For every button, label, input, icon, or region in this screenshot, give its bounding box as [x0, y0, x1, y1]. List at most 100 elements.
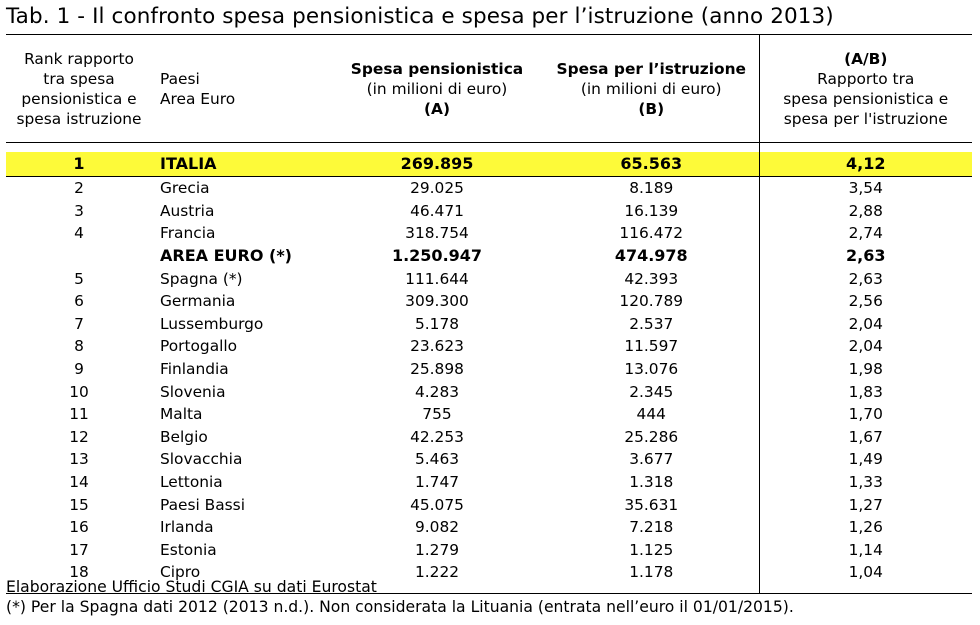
ratio-cell: 2,88: [758, 199, 972, 223]
country-cell: Finlandia: [160, 360, 229, 379]
rank-cell: 6: [74, 292, 84, 311]
country-cell: Spagna (*): [160, 269, 243, 288]
country-cell: Belgio: [160, 427, 208, 446]
pension-cell: 42.253: [410, 427, 464, 446]
header-rank: Rank rapporto tra spesa pensionistica e …: [6, 35, 152, 143]
country-cell: Paesi Bassi: [160, 495, 245, 514]
header-ratio-line: spesa pensionistica e: [783, 89, 949, 108]
header-education-tag: (B): [638, 99, 665, 118]
pension-cell: 318.754: [405, 224, 469, 243]
ratio-cell: 1,83: [758, 380, 972, 403]
table-row: 14 Lettonia 1.747 1.318 1,33: [6, 470, 972, 494]
ratio-cell: 2,74: [758, 222, 972, 245]
pension-cell: 309.300: [405, 292, 469, 311]
header-ratio-line: Rapporto tra: [817, 69, 915, 88]
comparison-table-wrapper: Rank rapporto tra spesa pensionistica e …: [6, 34, 972, 594]
table-row: 6 Germania 309.300 120.789 2,56: [6, 289, 972, 313]
country-cell: Cipro: [160, 563, 201, 582]
ratio-cell: 2,63: [758, 267, 972, 290]
pension-cell: 1.250.947: [391, 246, 483, 266]
education-cell: 2.345: [629, 382, 674, 401]
header-education-unit: (in milioni di euro): [580, 79, 722, 98]
rank-cell: 1: [6, 152, 152, 177]
pension-cell: 1.747: [414, 473, 460, 492]
ratio-cell: 2,56: [758, 289, 972, 313]
education-cell: 116.472: [619, 224, 684, 243]
rank-cell: 17: [69, 540, 89, 559]
table-row: 18 Cipro 1.222 1.178 1,04: [6, 561, 972, 584]
education-cell: 16.139: [624, 201, 679, 220]
rank-cell: 18: [69, 563, 89, 582]
country-cell: Francia: [160, 224, 216, 243]
ratio-cell: 2,63: [758, 244, 972, 268]
table-row: 17 Estonia 1.279 1.125 1,14: [6, 538, 972, 562]
ratio-cell: 2,04: [758, 312, 972, 336]
table-header: Rank rapporto tra spesa pensionistica e …: [6, 35, 972, 143]
rank-cell: [6, 245, 152, 268]
education-cell: 1.318: [629, 473, 674, 492]
header-pension-spending: Spesa pensionistica (in milioni di euro)…: [330, 35, 544, 143]
pension-cell: 9.082: [414, 518, 460, 537]
table-row: 7 Lussemburgo 5.178 2.537 2,04: [6, 312, 972, 336]
country-cell: Portogallo: [160, 337, 238, 356]
rank-cell: 9: [74, 360, 84, 379]
ratio-cell: 1,67: [758, 425, 972, 449]
education-cell: 120.789: [619, 292, 684, 311]
source-note: Elaborazione Ufficio Studi CGIA su dati …: [6, 578, 377, 596]
pension-cell: 45.075: [410, 495, 464, 514]
education-cell: 1.125: [629, 540, 674, 559]
header-rank-line: Rank rapporto: [24, 49, 134, 68]
education-cell: 42.393: [624, 269, 679, 288]
country-cell: Lussemburgo: [160, 314, 264, 333]
country-cell: Austria: [160, 201, 215, 220]
table-row: 15 Paesi Bassi 45.075 35.631 1,27: [6, 493, 972, 516]
table-body: 1 ITALIA 269.895 65.563 4,12 2 Grecia 29.025 8.1…: [6, 142, 972, 593]
header-country-line: Paesi: [160, 69, 200, 88]
rank-cell: 5: [74, 269, 84, 288]
ratio-cell: 3,54: [758, 176, 972, 200]
country-cell: Estonia: [160, 540, 217, 559]
pension-cell: 111.644: [405, 269, 469, 288]
country-cell: Lettonia: [160, 473, 223, 492]
rank-cell: 2: [74, 179, 84, 198]
pension-cell: 46.471: [410, 201, 464, 220]
header-row: Rank rapporto tra spesa pensionistica e …: [6, 35, 972, 143]
header-rank-line: tra spesa: [43, 69, 115, 88]
country-cell: Irlanda: [160, 518, 214, 537]
country-cell: Slovenia: [160, 382, 226, 401]
header-ratio: (A/B) Rapporto tra spesa pensionistica e…: [758, 35, 972, 143]
table-row: 1 ITALIA 269.895 65.563 4,12: [6, 152, 972, 177]
ratio-cell: 1,04: [758, 561, 972, 584]
rank-cell: 8: [74, 337, 84, 356]
country-cell: Grecia: [160, 179, 210, 198]
education-cell: 11.597: [624, 337, 679, 356]
education-cell: 25.286: [624, 427, 679, 446]
country-cell: Slovacchia: [160, 450, 243, 469]
education-cell: 8.189: [629, 179, 674, 198]
education-cell: 7.218: [629, 518, 674, 537]
ratio-cell: 1,26: [758, 515, 972, 539]
header-pension-title: Spesa pensionistica: [350, 59, 524, 78]
table-row: 13 Slovacchia 5.463 3.677 1,49: [6, 448, 972, 471]
rank-cell: 16: [69, 518, 89, 537]
pension-cell: 4.283: [414, 382, 460, 401]
table-row: 9 Finlandia 25.898 13.076 1,98: [6, 357, 972, 381]
table-row: 5 Spagna (*) 111.644 42.393 2,63: [6, 267, 972, 290]
pension-cell: 1.222: [414, 563, 460, 582]
header-country-line: Area Euro: [160, 89, 236, 108]
rank-cell: 3: [74, 201, 84, 220]
footnote: (*) Per la Spagna dati 2012 (2013 n.d.).…: [6, 598, 794, 616]
pension-cell: 23.623: [410, 337, 464, 356]
ratio-cell: 1,70: [758, 402, 972, 426]
country-cell: AREA EURO (*): [160, 246, 292, 266]
table-row: 3 Austria 46.471 16.139 2,88: [6, 199, 972, 223]
table-row: 4 Francia 318.754 116.472 2,74: [6, 222, 972, 245]
ratio-cell: 1,27: [758, 493, 972, 516]
rank-cell: 10: [69, 382, 89, 401]
country-cell: Malta: [160, 405, 203, 424]
ratio-cell: 1,14: [758, 538, 972, 562]
pension-cell: 5.463: [414, 450, 460, 469]
spacer-row: [6, 583, 972, 593]
ratio-cell: 1,33: [758, 470, 972, 494]
education-cell: 474.978: [614, 246, 688, 266]
